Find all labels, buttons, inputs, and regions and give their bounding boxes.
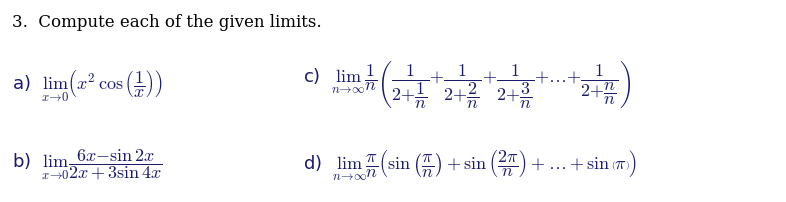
Text: c)  $\lim_{n \to \infty} \dfrac{1}{n} \left( \dfrac{1}{2+\dfrac{1}{n}} + \dfrac{: c) $\lim_{n \to \infty} \dfrac{1}{n} \le… xyxy=(303,60,630,111)
Text: b)  $\lim_{x \to 0} \dfrac{6x - \sin 2x}{2x + 3\sin 4x}$: b) $\lim_{x \to 0} \dfrac{6x - \sin 2x}{… xyxy=(12,147,163,182)
Text: a)  $\lim_{x \to 0} \left( x^2 \cos \left( \dfrac{1}{x} \right) \right)$: a) $\lim_{x \to 0} \left( x^2 \cos \left… xyxy=(12,68,163,104)
Text: d)  $\lim_{n \to \infty} \dfrac{\pi}{n} \left( \sin \left( \dfrac{\pi}{n} \right: d) $\lim_{n \to \infty} \dfrac{\pi}{n} \… xyxy=(303,148,637,182)
Text: 3.  Compute each of the given limits.: 3. Compute each of the given limits. xyxy=(12,14,321,31)
